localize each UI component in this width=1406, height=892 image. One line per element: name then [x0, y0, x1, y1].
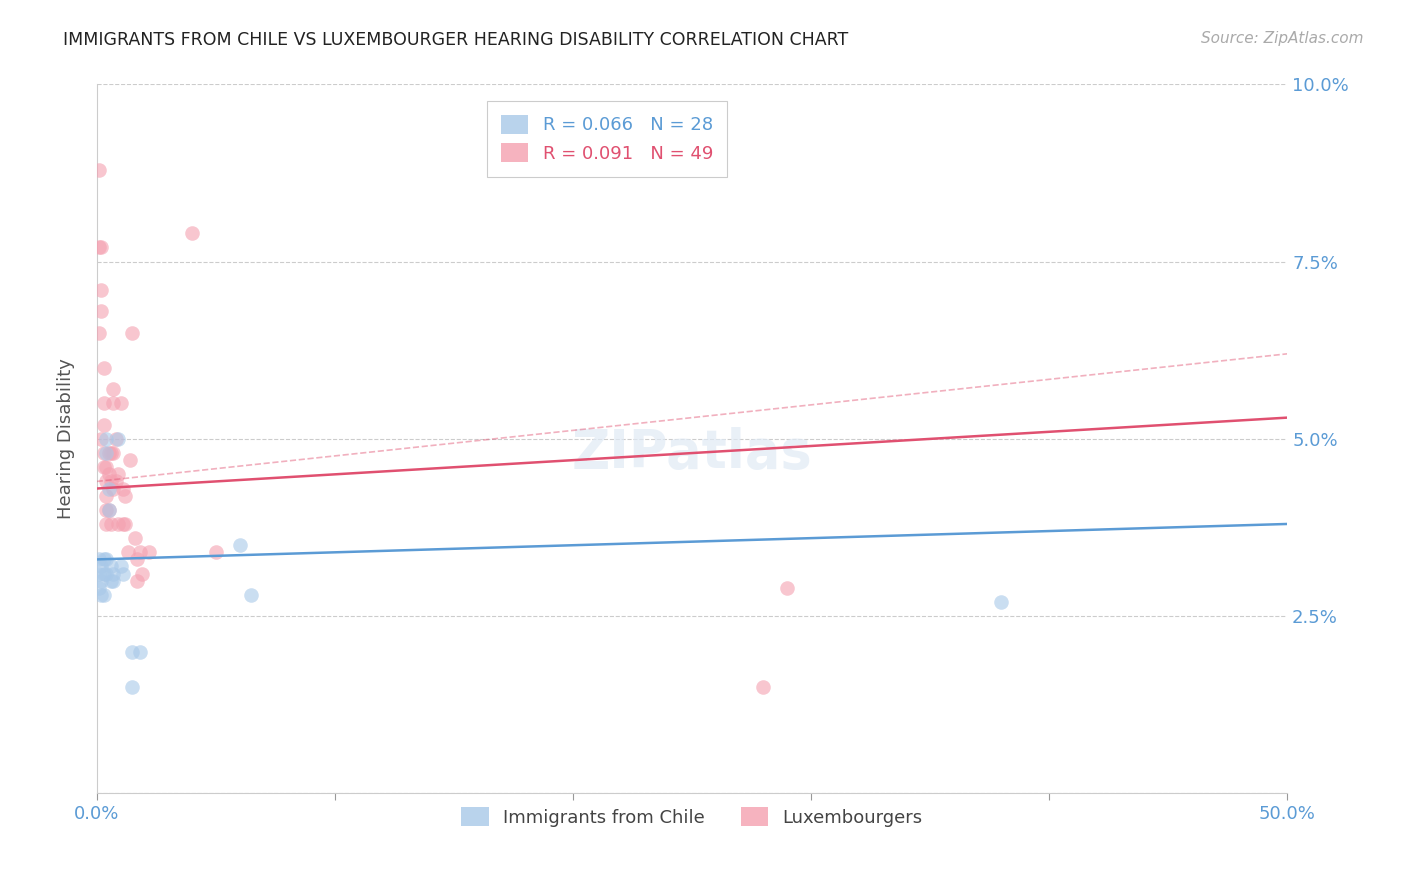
- Point: [127, 574, 149, 588]
- Point: [103, 574, 125, 588]
- Point: [228, 538, 250, 552]
- Point: [127, 552, 149, 566]
- Point: [103, 566, 125, 581]
- Point: [97, 503, 120, 517]
- Point: [752, 680, 775, 694]
- Point: [204, 545, 226, 559]
- Point: [138, 545, 160, 559]
- Point: [90, 240, 112, 254]
- Point: [104, 475, 127, 489]
- Point: [87, 326, 110, 340]
- Point: [114, 489, 136, 503]
- Point: [107, 432, 129, 446]
- Text: ZIPatlas: ZIPatlas: [572, 427, 813, 479]
- Point: [111, 516, 134, 531]
- Point: [96, 432, 118, 446]
- Point: [131, 566, 153, 581]
- Point: [90, 432, 112, 446]
- Point: [103, 396, 125, 410]
- Point: [87, 566, 110, 581]
- Point: [100, 574, 122, 588]
- Point: [121, 644, 143, 658]
- Point: [93, 460, 115, 475]
- Point: [90, 283, 112, 297]
- Point: [96, 475, 118, 489]
- Point: [118, 453, 141, 467]
- Point: [100, 559, 122, 574]
- Point: [93, 552, 115, 566]
- Y-axis label: Hearing Disability: Hearing Disability: [58, 359, 75, 519]
- Point: [104, 432, 127, 446]
- Point: [93, 588, 115, 602]
- Point: [128, 545, 150, 559]
- Point: [97, 467, 120, 482]
- Point: [107, 467, 129, 482]
- Point: [111, 566, 134, 581]
- Point: [96, 552, 118, 566]
- Point: [100, 475, 122, 489]
- Point: [93, 396, 115, 410]
- Point: [87, 552, 110, 566]
- Point: [100, 446, 122, 460]
- Point: [90, 304, 112, 318]
- Point: [93, 566, 115, 581]
- Point: [96, 489, 118, 503]
- Text: IMMIGRANTS FROM CHILE VS LUXEMBOURGER HEARING DISABILITY CORRELATION CHART: IMMIGRANTS FROM CHILE VS LUXEMBOURGER HE…: [63, 31, 848, 49]
- Point: [103, 446, 125, 460]
- Point: [114, 516, 136, 531]
- Point: [124, 531, 146, 545]
- Point: [97, 503, 120, 517]
- Point: [96, 460, 118, 475]
- Point: [96, 503, 118, 517]
- Point: [181, 227, 204, 241]
- Point: [93, 446, 115, 460]
- Point: [96, 516, 118, 531]
- Point: [87, 581, 110, 595]
- Legend: Immigrants from Chile, Luxembourgers: Immigrants from Chile, Luxembourgers: [454, 800, 929, 834]
- Point: [97, 482, 120, 496]
- Point: [103, 482, 125, 496]
- Point: [111, 482, 134, 496]
- Point: [110, 396, 132, 410]
- Point: [97, 446, 120, 460]
- Point: [87, 240, 110, 254]
- Point: [103, 382, 125, 396]
- Point: [240, 588, 263, 602]
- Point: [117, 545, 139, 559]
- Point: [90, 588, 112, 602]
- Point: [776, 581, 799, 595]
- Point: [93, 361, 115, 376]
- Point: [93, 417, 115, 432]
- Point: [96, 446, 118, 460]
- Point: [121, 326, 143, 340]
- Point: [990, 595, 1012, 609]
- Point: [100, 516, 122, 531]
- Point: [110, 559, 132, 574]
- Point: [87, 162, 110, 177]
- Point: [90, 574, 112, 588]
- Point: [107, 516, 129, 531]
- Text: Source: ZipAtlas.com: Source: ZipAtlas.com: [1201, 31, 1364, 46]
- Point: [96, 566, 118, 581]
- Point: [128, 644, 150, 658]
- Point: [121, 680, 143, 694]
- Point: [90, 559, 112, 574]
